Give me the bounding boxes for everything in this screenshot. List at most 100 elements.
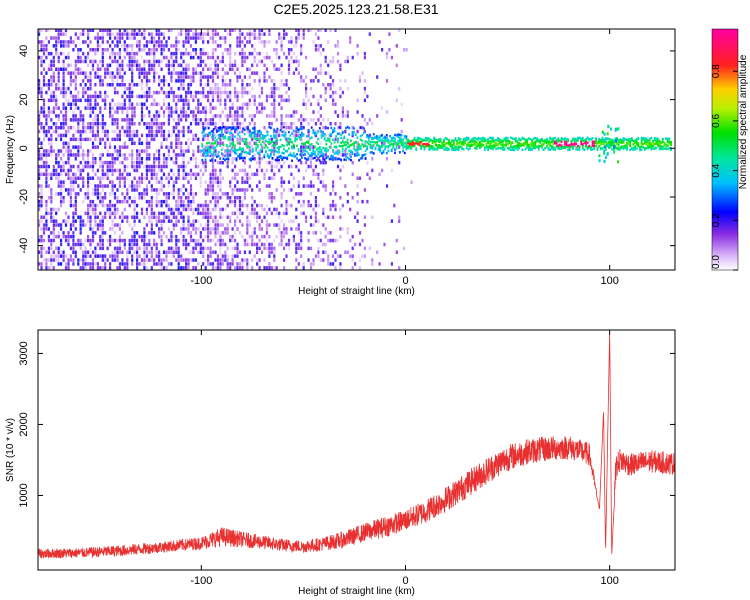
- spectrogram-cell: [327, 155, 329, 158]
- spectrogram-cell: [204, 246, 207, 251]
- spectrogram-cell: [177, 219, 180, 223]
- spectrogram-cell: [361, 157, 364, 160]
- spectrogram-cell: [309, 246, 313, 251]
- spectrogram-cell: [148, 48, 151, 52]
- spectrogram-cell: [265, 139, 267, 142]
- spectrogram-cell: [454, 137, 457, 140]
- spectrogram-cell: [111, 153, 114, 157]
- spectrogram-cell: [268, 176, 271, 180]
- spectrogram-cell: [279, 145, 282, 148]
- spectrogram-cell: [182, 234, 185, 239]
- spectrogram-cell: [138, 192, 141, 196]
- spectrogram-cell: [177, 266, 180, 270]
- spectrogram-cell: [104, 192, 107, 196]
- spectrogram-cell: [162, 153, 166, 157]
- spectrogram-cell: [197, 71, 200, 75]
- spectrogram-cell: [307, 129, 310, 134]
- spectrogram-cell: [238, 44, 242, 48]
- spectrogram-cell: [243, 141, 246, 144]
- spectrogram-cell: [400, 134, 403, 137]
- spectrogram-cell: [121, 238, 124, 243]
- spectrogram-cell: [221, 258, 224, 262]
- spectrogram-cell: [40, 125, 43, 130]
- spectrogram-cell: [256, 149, 259, 153]
- spectrogram-cell: [158, 110, 161, 114]
- spectrogram-cell: [474, 141, 476, 144]
- spectrogram-cell: [148, 122, 151, 126]
- spectrogram-cell: [211, 250, 215, 254]
- spectrogram-cell: [483, 148, 486, 151]
- spectrogram-cell: [339, 215, 342, 219]
- spectrogram-cell: [175, 40, 178, 44]
- spectrogram-cell: [42, 258, 46, 262]
- spectrogram-cell: [47, 149, 50, 153]
- spectrogram-cell: [314, 156, 316, 159]
- spectrogram-cell: [514, 147, 517, 150]
- spectrogram-cell: [457, 148, 460, 152]
- spectrogram-cell: [216, 160, 219, 165]
- spectrogram-cell: [194, 192, 197, 196]
- spectrogram-cell: [204, 215, 207, 219]
- spectrogram-cell: [340, 158, 342, 161]
- spectrogram-cell: [101, 231, 104, 235]
- spectrogram-cell: [67, 188, 70, 192]
- spectrogram-cell: [270, 196, 273, 200]
- spectrogram-cell: [335, 134, 338, 138]
- spectrogram-cell: [182, 153, 185, 157]
- spectrogram-cell: [77, 51, 80, 56]
- spectrogram-cell: [214, 258, 217, 262]
- spectrogram-cell: [322, 152, 324, 155]
- spectrogram-cell: [153, 176, 156, 180]
- spectrogram-cell: [104, 102, 107, 106]
- spectrogram-cell: [224, 129, 227, 134]
- spectrogram-cell: [145, 125, 148, 130]
- spectrogram-cell: [224, 137, 226, 140]
- spectrogram-cell: [364, 153, 367, 156]
- spectrogram-cell: [165, 215, 168, 219]
- spectrogram-cell: [346, 86, 349, 91]
- spectrogram-cell: [192, 223, 195, 227]
- spectrogram-cell: [399, 133, 401, 136]
- spectrogram-cell: [50, 94, 53, 99]
- spectrogram-cell: [224, 48, 227, 52]
- spectrogram-cell: [99, 176, 102, 180]
- spectrogram-cell: [278, 227, 281, 231]
- spectrogram-cell: [94, 90, 97, 95]
- spectrogram-cell: [464, 137, 467, 141]
- spectrogram-cell: [475, 137, 478, 141]
- spectrogram-cell: [226, 94, 229, 99]
- spectrogram-cell: [123, 184, 126, 188]
- spectrogram-cell: [216, 203, 219, 208]
- spectrogram-cell: [87, 176, 90, 180]
- spectrogram-cell: [477, 136, 480, 140]
- spectrogram-cell: [165, 160, 168, 165]
- spectrogram-cell: [77, 59, 80, 64]
- spectrogram-cell: [490, 142, 493, 145]
- spectrogram-cell: [94, 36, 97, 40]
- spectrogram-cell: [87, 106, 90, 110]
- spectrogram-cell: [273, 258, 276, 262]
- spectrogram-cell: [187, 180, 190, 184]
- spectrogram-cell: [38, 168, 41, 173]
- spectrogram-cell: [371, 151, 373, 154]
- spectrogram-cell: [74, 137, 77, 142]
- spectrogram-cell: [209, 215, 212, 219]
- spectrogram-cell: [72, 98, 75, 103]
- spectrogram-cell: [121, 153, 124, 157]
- spectrogram-cell: [479, 144, 481, 147]
- spectrogram-cell: [381, 141, 384, 145]
- spectrogram-cell: [89, 106, 92, 110]
- spectrogram-cell: [385, 184, 389, 188]
- spectrogram-cell: [55, 48, 58, 52]
- spectrogram-cell: [258, 164, 261, 169]
- spectrogram-cell: [180, 51, 183, 56]
- spectrogram-cell: [310, 143, 313, 146]
- spectrogram-cell: [207, 75, 210, 79]
- spectrogram-cell: [261, 137, 264, 140]
- spectrogram-cell: [287, 203, 291, 208]
- spectrogram-cell: [238, 51, 242, 56]
- spectrogram-cell: [150, 231, 153, 235]
- spectrogram-cell: [94, 106, 97, 110]
- spectrogram-cell: [295, 258, 298, 262]
- spectrogram-cell: [248, 250, 251, 254]
